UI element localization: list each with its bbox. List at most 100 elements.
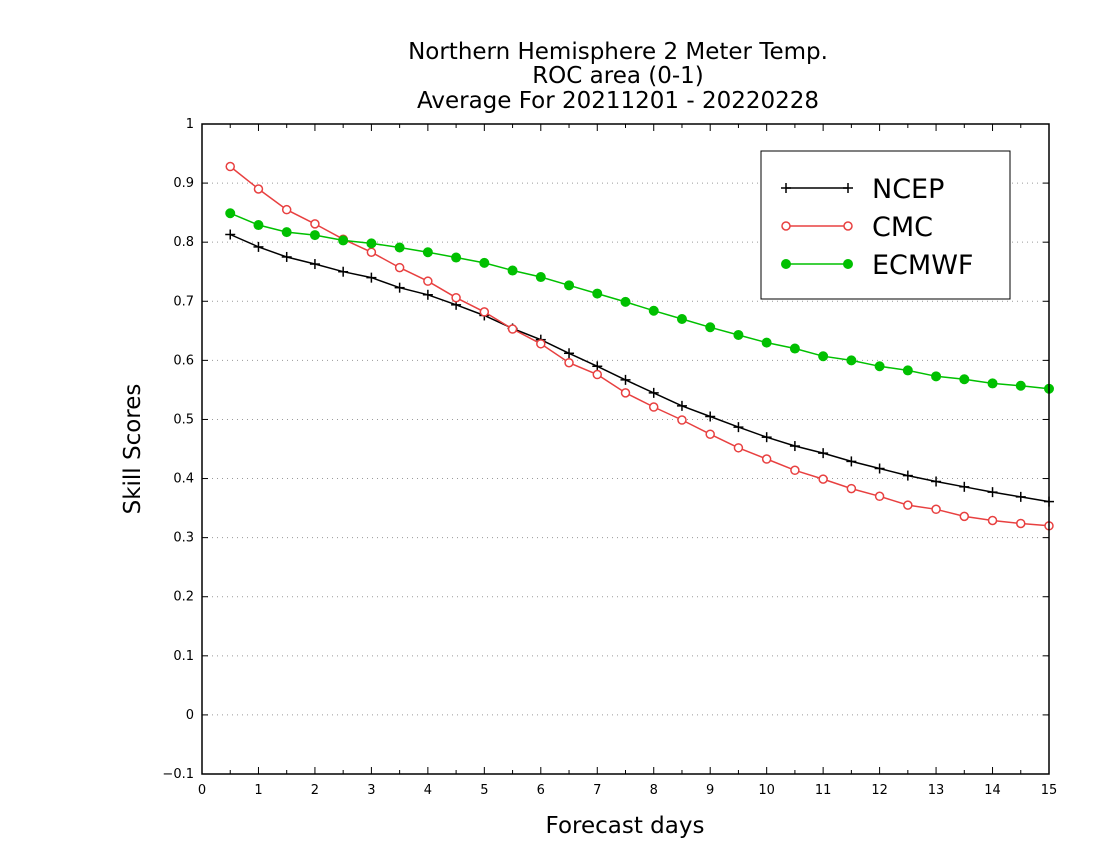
y-axis-label: Skill Scores <box>120 384 146 515</box>
data-point-ecmwf <box>253 220 264 231</box>
data-point-ecmwf <box>733 329 744 340</box>
data-point-ncep <box>592 361 603 372</box>
data-point-ecmwf <box>564 280 575 291</box>
data-point-cmc <box>423 276 433 286</box>
data-point-cmc <box>987 515 998 526</box>
y-tick-label: 0.1 <box>173 649 194 664</box>
data-point-ecmwf <box>451 252 462 263</box>
data-point-cmc <box>648 402 659 412</box>
data-point-ecmwf <box>705 322 716 333</box>
data-point-cmc <box>846 483 857 494</box>
plot-frame <box>201 123 1050 775</box>
data-point-cmc <box>479 307 490 317</box>
data-point-cmc <box>253 184 264 194</box>
data-point-cmc <box>507 324 518 334</box>
data-point-ecmwf <box>620 296 631 307</box>
data-point-ncep <box>253 241 264 252</box>
data-point-ncep <box>620 374 631 385</box>
x-tick-label: 6 <box>537 783 545 798</box>
x-axis-label: Forecast days <box>546 813 705 839</box>
data-point-cmc <box>310 219 320 229</box>
data-point-ecmwf <box>818 351 829 362</box>
x-tick-label: 8 <box>650 783 658 798</box>
data-point-ncep <box>1015 491 1026 502</box>
data-point-cmc <box>790 465 800 476</box>
data-point-ecmwf <box>846 355 857 366</box>
data-point-ncep <box>874 463 885 474</box>
data-point-ncep <box>902 470 913 481</box>
data-point-cmc <box>761 454 772 464</box>
y-tick-label: 0.7 <box>173 294 194 309</box>
data-point-ncep <box>394 282 405 293</box>
data-point-ecmwf <box>535 272 546 283</box>
series-layer <box>225 161 1054 531</box>
data-point-cmc <box>931 504 941 515</box>
x-tick-label: 14 <box>984 783 1001 798</box>
legend: NCEP CMC ECMWF <box>760 150 1011 300</box>
x-tick-label: 5 <box>480 783 488 798</box>
data-point-ecmwf <box>987 378 998 389</box>
data-point-ncep <box>225 229 236 240</box>
data-point-cmc <box>366 247 377 257</box>
x-tick-label: 1 <box>254 783 262 798</box>
x-tick-label: 3 <box>367 783 375 798</box>
data-point-ncep <box>338 266 349 277</box>
data-point-ecmwf <box>479 257 490 268</box>
data-point-ecmwf <box>1015 380 1026 391</box>
y-tick-label: −0.1 <box>162 767 194 782</box>
data-point-ncep <box>366 272 377 283</box>
data-point-ecmwf <box>761 337 772 348</box>
y-tick-label: 0.3 <box>173 531 194 546</box>
y-tick-label: 0.5 <box>173 412 194 427</box>
data-point-cmc <box>677 415 687 425</box>
y-tick-label: 0.4 <box>173 472 194 487</box>
legend-marker-ecmwf <box>843 259 853 269</box>
x-tick-label: 7 <box>593 783 601 798</box>
data-point-ncep <box>931 476 942 487</box>
x-tick-label: 13 <box>928 783 945 798</box>
y-tick-label: 0.6 <box>173 353 194 368</box>
data-point-cmc <box>620 388 631 398</box>
data-point-cmc <box>1016 518 1026 529</box>
data-point-ncep <box>422 289 433 300</box>
legend-marker-ncep <box>843 183 853 193</box>
x-tick-label: 11 <box>815 783 832 798</box>
legend-label-cmc: CMC <box>872 212 933 243</box>
data-point-ecmwf <box>225 208 236 219</box>
data-point-cmc <box>959 511 970 522</box>
chart-title-line-1: Northern Hemisphere 2 Meter Temp. <box>408 39 828 65</box>
data-point-ecmwf <box>959 374 970 385</box>
legend-marker-cmc <box>781 221 791 231</box>
x-tick-label: 2 <box>311 783 319 798</box>
x-tick-label: 15 <box>1041 783 1058 798</box>
data-point-ncep <box>818 448 829 459</box>
data-point-ncep <box>281 251 292 262</box>
legend-box <box>760 150 1011 300</box>
data-point-cmc <box>818 474 828 484</box>
data-point-ecmwf <box>338 235 349 246</box>
data-point-ncep <box>959 481 970 492</box>
data-point-ecmwf <box>507 265 518 276</box>
data-point-ncep <box>761 432 772 443</box>
y-tick-label: 0.2 <box>173 590 194 605</box>
legend-marker-ecmwf <box>781 259 791 269</box>
data-point-ecmwf <box>394 242 405 253</box>
data-point-cmc <box>592 369 603 380</box>
data-point-ncep <box>309 259 320 270</box>
data-point-ecmwf <box>874 361 885 372</box>
chart-title-line-2: ROC area (0-1) <box>532 63 704 89</box>
data-point-ncep <box>648 387 659 398</box>
y-tick-label: 1 <box>186 117 194 132</box>
data-point-ecmwf <box>902 365 913 376</box>
data-point-ncep <box>733 422 744 433</box>
series-cmc <box>225 161 1054 531</box>
data-point-ecmwf <box>676 314 687 324</box>
data-point-cmc <box>733 443 744 453</box>
data-point-cmc <box>451 292 461 303</box>
data-point-cmc <box>394 262 405 273</box>
data-point-ncep <box>564 348 575 359</box>
data-point-ecmwf <box>422 247 433 258</box>
data-point-cmc <box>874 491 885 502</box>
data-point-ecmwf <box>592 288 603 299</box>
